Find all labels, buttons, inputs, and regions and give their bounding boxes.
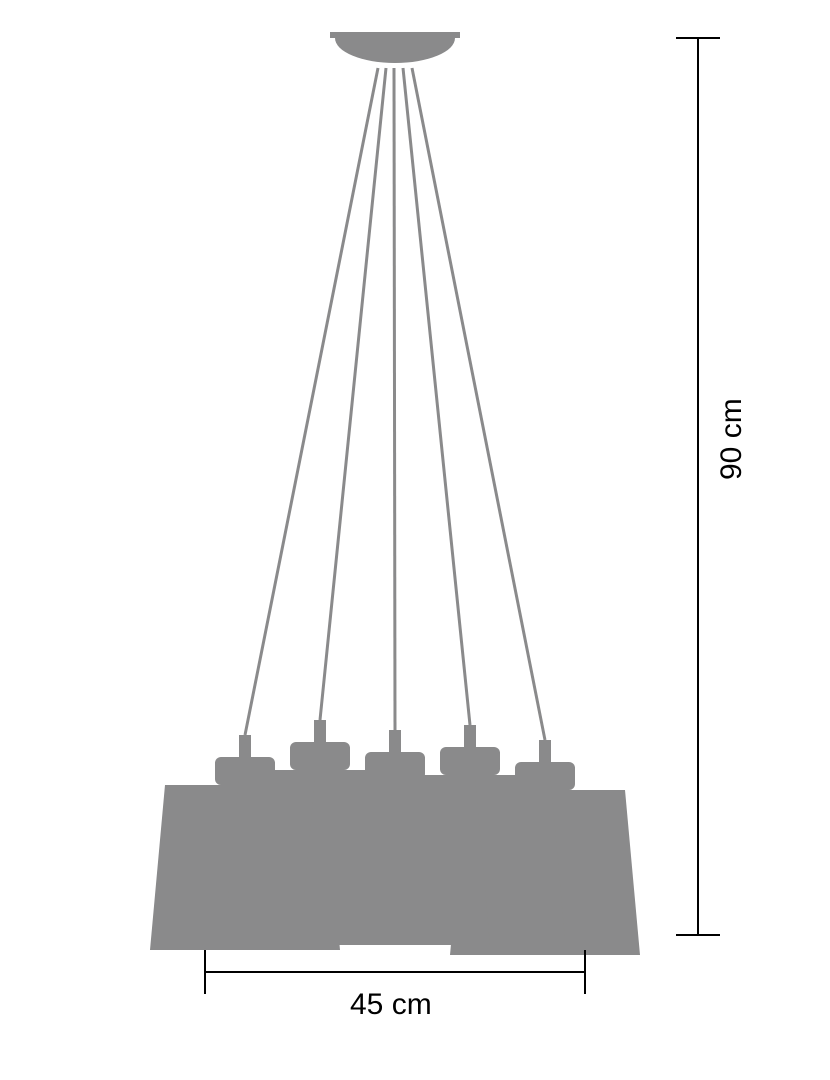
height-label: 90 cm: [715, 398, 749, 480]
dimension-diagram: [0, 0, 830, 1080]
width-label: 45 cm: [350, 988, 432, 1022]
